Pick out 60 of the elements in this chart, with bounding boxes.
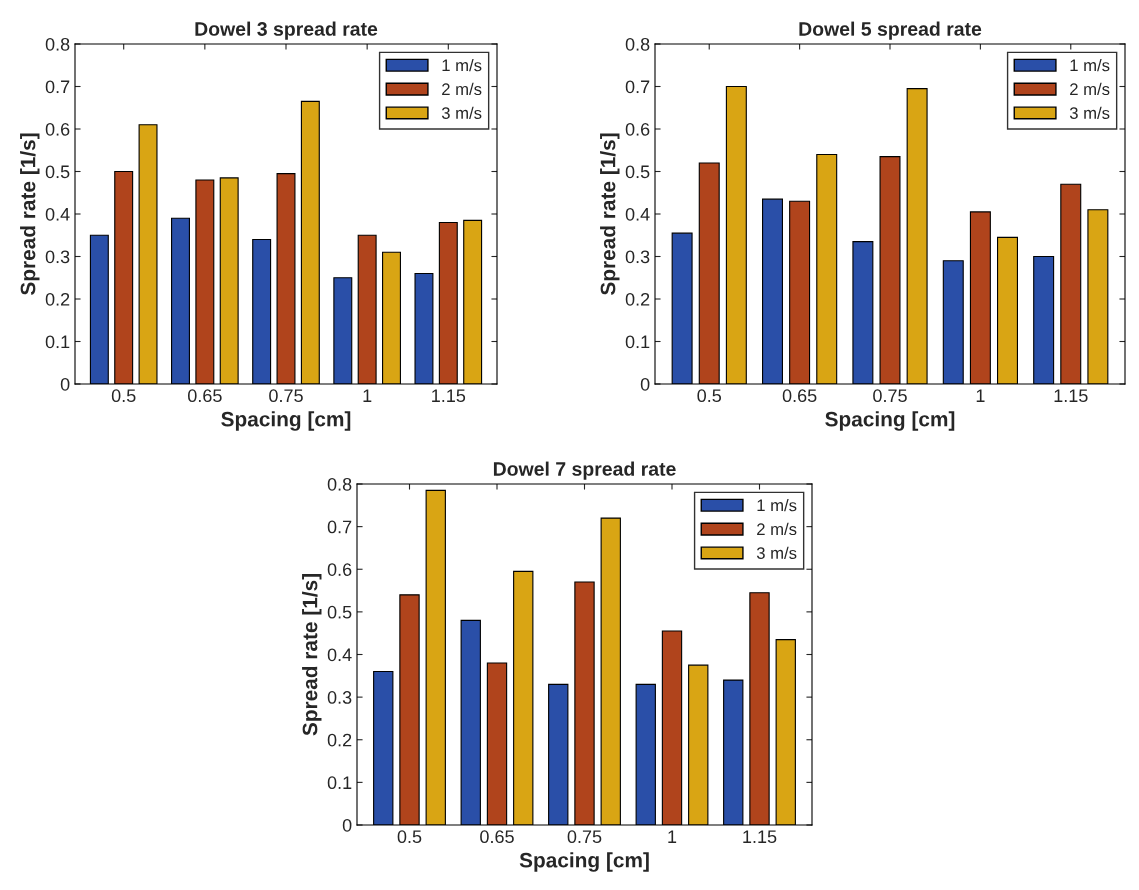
y-tick-label: 0.4 [327,648,352,662]
y-tick-label: 0.4 [625,207,650,221]
y-tick-label: 0 [640,377,650,391]
y-tick-label: 0.5 [45,165,70,179]
y-axis-title: Spread rate [1/s] [302,574,322,736]
y-tick-label: 0.6 [45,122,70,136]
x-tick-label: 0.75 [269,389,303,403]
legend-label: 1 m/s [1070,59,1110,72]
y-tick-label: 0.1 [625,335,650,349]
x-tick-label: 1.15 [432,389,466,403]
legend-label: 3 m/s [756,546,797,559]
y-tick-label: 0.8 [45,37,70,51]
y-tick-label: 0.8 [625,37,650,51]
y-tick-label: 0.2 [625,292,650,306]
y-tick-label: 0.3 [45,250,70,264]
chart-title: Dowel 7 spread rate [493,461,676,480]
y-tick-label: 0.2 [327,733,352,747]
x-tick-label: 0.5 [111,389,136,403]
y-axis-title: Spread rate [1/s] [600,133,620,296]
chart-title: Dowel 3 spread rate [195,21,378,40]
y-tick-label: 0.7 [625,80,650,94]
x-axis-title: Spacing [cm] [221,411,351,431]
y-tick-label: 0.1 [45,335,70,349]
legend-label: 2 m/s [1070,82,1110,96]
legend-label: 1 m/s [757,499,797,512]
y-tick-label: 0.4 [45,207,70,221]
legend-label: 3 m/s [1069,106,1110,119]
x-tick-label: 0.5 [697,389,722,403]
x-tick-label: 1 [976,389,985,402]
legend-label: 1 m/s [442,59,482,72]
legend-label: 2 m/s [442,82,482,96]
x-tick-label: 1 [668,830,677,843]
chart-title: Dowel 5 spread rate [799,21,982,40]
x-tick-label: 0.75 [873,389,907,403]
x-axis-title: Spacing [cm] [825,411,955,431]
x-tick-label: 0.65 [187,389,222,403]
y-tick-label: 0.7 [45,80,70,94]
y-tick-label: 0.8 [327,477,352,491]
y-tick-label: 0.5 [327,605,352,619]
y-tick-label: 0 [342,818,352,832]
x-tick-label: 0.5 [397,830,422,844]
x-tick-label: 1.15 [1054,389,1088,403]
x-tick-label: 0.65 [480,830,514,844]
y-tick-label: 0.3 [327,691,352,704]
x-tick-label: 1 [363,389,372,402]
y-tick-label: 0.6 [327,563,352,576]
y-tick-label: 0.7 [327,520,352,534]
y-tick-label: 0.3 [625,250,650,264]
y-tick-label: 0.1 [327,776,352,790]
x-axis-title: Spacing [cm] [519,852,649,872]
y-tick-label: 0.5 [625,165,650,179]
legend-label: 2 m/s [757,522,797,536]
y-tick-label: 0.6 [625,122,650,136]
x-tick-label: 1.15 [743,830,777,844]
x-tick-label: 0.65 [782,389,817,403]
y-axis-title: Spread rate [1/s] [20,133,40,296]
y-tick-label: 0.2 [45,292,70,306]
y-tick-label: 0 [60,377,70,391]
x-tick-label: 0.75 [567,830,602,844]
legend-label: 3 m/s [441,106,482,119]
